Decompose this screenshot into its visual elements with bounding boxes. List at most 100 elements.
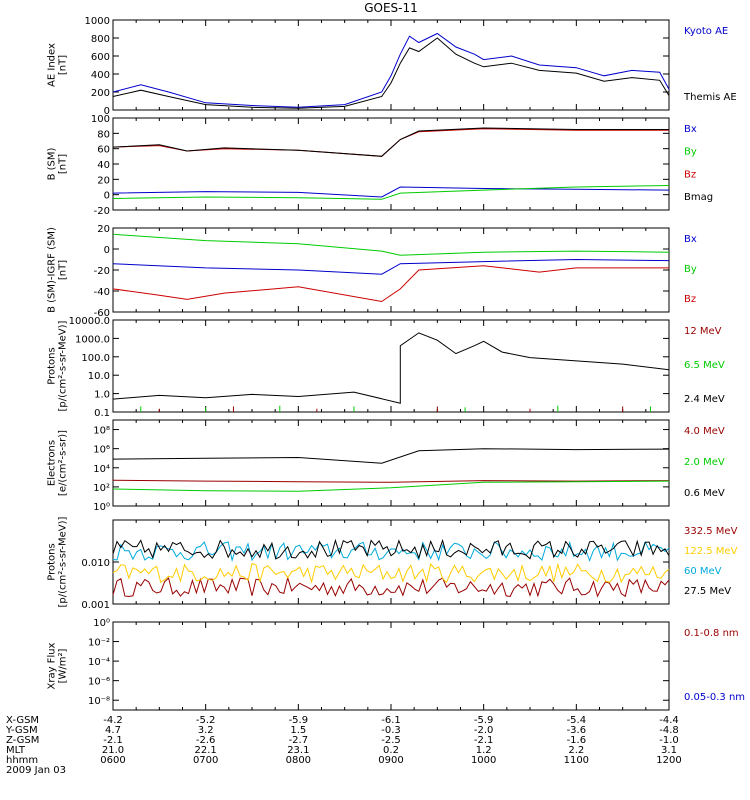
panel-6-series-3-line — [112, 540, 670, 563]
panel-3-ylabel: [nT] — [58, 260, 69, 280]
panel-3-ylabel: B (SM)-IGRF (SM) — [47, 227, 58, 313]
panel-6-ytick-label: 0.010 — [81, 558, 110, 569]
panel-4-ytick-label: 0.1 — [94, 408, 110, 419]
panel-2-series-4-line — [112, 127, 669, 157]
orbit-row-value: -2.5 — [381, 735, 401, 746]
orbit-row-value: 23.1 — [287, 745, 309, 756]
panel-2-ylabel: B (SM) — [47, 147, 58, 180]
panel-2-ylabel: [nT] — [58, 154, 69, 174]
orbit-row-value: -4.2 — [103, 715, 123, 726]
orbit-row-value: 0900 — [378, 755, 403, 766]
panel-4-series-3-line — [112, 332, 670, 404]
panel-1-series-2-line — [112, 37, 670, 109]
panel-1-series-1-line — [112, 32, 670, 108]
panel-4-ytick-label: 10.0 — [88, 371, 110, 382]
panel-5-series-1-line — [112, 479, 670, 483]
panel-1-ytick-label: 800 — [91, 34, 110, 45]
orbit-row-value: -4.8 — [659, 725, 679, 736]
panel-7-ylabel: [W/m²] — [58, 648, 69, 683]
panel-2-legend-3: Bz — [684, 169, 696, 180]
panel-5-ytick-label: 10⁰ — [93, 502, 110, 513]
panel-4-ytick-label: 100.0 — [81, 353, 110, 364]
panel-5-ylabel: [e/(cm²-s-sr)] — [58, 430, 69, 496]
panel-2-ytick-label: 20 — [97, 175, 110, 186]
panel-5-frame — [112, 419, 670, 507]
panel-3-legend-3: Bz — [684, 294, 696, 305]
panel-6-ytick-label: 0.001 — [81, 600, 110, 611]
orbit-row-value: 1.5 — [290, 725, 306, 736]
panel-4-ylabel: [p/(cm²-s-sr-MeV)] — [58, 320, 69, 411]
panel-3-frame — [112, 227, 670, 313]
orbit-row-value: -5.2 — [196, 715, 216, 726]
panel-1-legend-2: Themis AE — [683, 92, 737, 103]
panel-6-ylabel: [p/(cm²-s-sr-MeV)] — [58, 516, 69, 607]
panel-3-legend-1: Bx — [684, 234, 697, 245]
panel-3-ytick-label: -60 — [94, 308, 110, 319]
panel-1-frame — [112, 19, 670, 111]
panel-2-ytick-label: 80 — [97, 129, 110, 140]
panel-5-series-2-line — [112, 480, 670, 492]
panel-3-ytick-label: -20 — [94, 266, 110, 277]
panel-2-series-3-line — [112, 128, 669, 157]
orbit-row-value: -2.1 — [103, 735, 123, 746]
panel-5-series-3-line — [112, 448, 670, 464]
panel-4-legend-2: 6.5 MeV — [684, 360, 725, 371]
panel-2-series-1-line — [112, 186, 670, 198]
panel-3-ytick-label: 20 — [97, 224, 110, 235]
panel-2-ytick-label: 100 — [91, 114, 110, 125]
panel-1-ylabel: [nT] — [58, 55, 69, 75]
panel-1-ytick-label: 400 — [91, 70, 110, 81]
orbit-row-value: -5.9 — [474, 715, 494, 726]
orbit-row-value: -2.1 — [474, 735, 494, 746]
panel-6-ylabel: Protons — [47, 543, 58, 580]
panel-2-ytick-label: 60 — [97, 145, 110, 156]
panel-5-ylabel: Electrons — [47, 440, 58, 486]
panel-1-ytick-label: 200 — [91, 88, 110, 99]
panel-7-legend-2: 0.05-0.3 nm — [684, 692, 745, 703]
panel-7-ytick-label: 10⁻⁴ — [88, 657, 110, 668]
orbit-row-value: 2.2 — [568, 745, 584, 756]
panel-2-ytick-label: 0 — [104, 191, 110, 202]
orbit-row-value: -5.4 — [567, 715, 587, 726]
orbit-row-value: 3.2 — [198, 725, 214, 736]
orbit-row-value: 0600 — [100, 755, 125, 766]
orbit-row-value: -6.1 — [381, 715, 401, 726]
orbit-row-value: -1.0 — [659, 735, 679, 746]
orbit-row-value: 4.7 — [105, 725, 121, 736]
panel-5-ytick-label: 10⁶ — [93, 445, 110, 456]
plot-date: 2009 Jan 03 — [6, 765, 66, 776]
orbit-row-label: MLT — [6, 745, 26, 756]
panel-3-legend-2: By — [684, 264, 697, 275]
panel-2-ytick-label: -20 — [94, 206, 110, 217]
panel-7-ytick-label: 10⁻⁸ — [88, 696, 110, 707]
orbit-row-value: -3.6 — [567, 725, 587, 736]
panel-5-legend-1: 4.0 MeV — [684, 426, 725, 437]
panel-3-ytick-label: -40 — [94, 287, 110, 298]
panel-3-series-1-line — [112, 258, 670, 275]
panel-6-legend-4: 27.5 MeV — [684, 586, 731, 597]
panel-1-ytick-label: 600 — [91, 52, 110, 63]
panel-4-legend-3: 2.4 MeV — [684, 394, 725, 405]
panel-4-frame — [112, 319, 670, 413]
panel-3-ytick-label: 0 — [104, 245, 110, 256]
orbit-row-value: 0.2 — [383, 745, 399, 756]
panel-2-ytick-label: 40 — [97, 160, 110, 171]
panel-4-ytick-label: 10000.0 — [69, 316, 110, 327]
panel-6-series-2-line — [112, 562, 670, 584]
orbit-row-value: 22.1 — [195, 745, 217, 756]
orbit-row-value: 0800 — [286, 755, 311, 766]
orbit-row-value: 21.0 — [102, 745, 124, 756]
orbit-row-value: 1200 — [656, 755, 681, 766]
orbit-row-value: -2.0 — [474, 725, 494, 736]
panel-1-legend-1: Kyoto AE — [684, 26, 728, 37]
panel-7-frame — [112, 621, 670, 711]
orbit-row-label: hhmm — [6, 755, 38, 766]
panel-3-series-2-line — [112, 233, 670, 256]
panel-1-ytick-label: 0 — [104, 106, 110, 117]
plot-title: GOES-11 — [364, 1, 418, 15]
orbit-row-value: -2.7 — [289, 735, 309, 746]
panel-5-ytick-label: 10² — [93, 483, 110, 494]
panel-2-legend-1: Bx — [684, 124, 697, 135]
orbit-row-value: -5.9 — [289, 715, 309, 726]
